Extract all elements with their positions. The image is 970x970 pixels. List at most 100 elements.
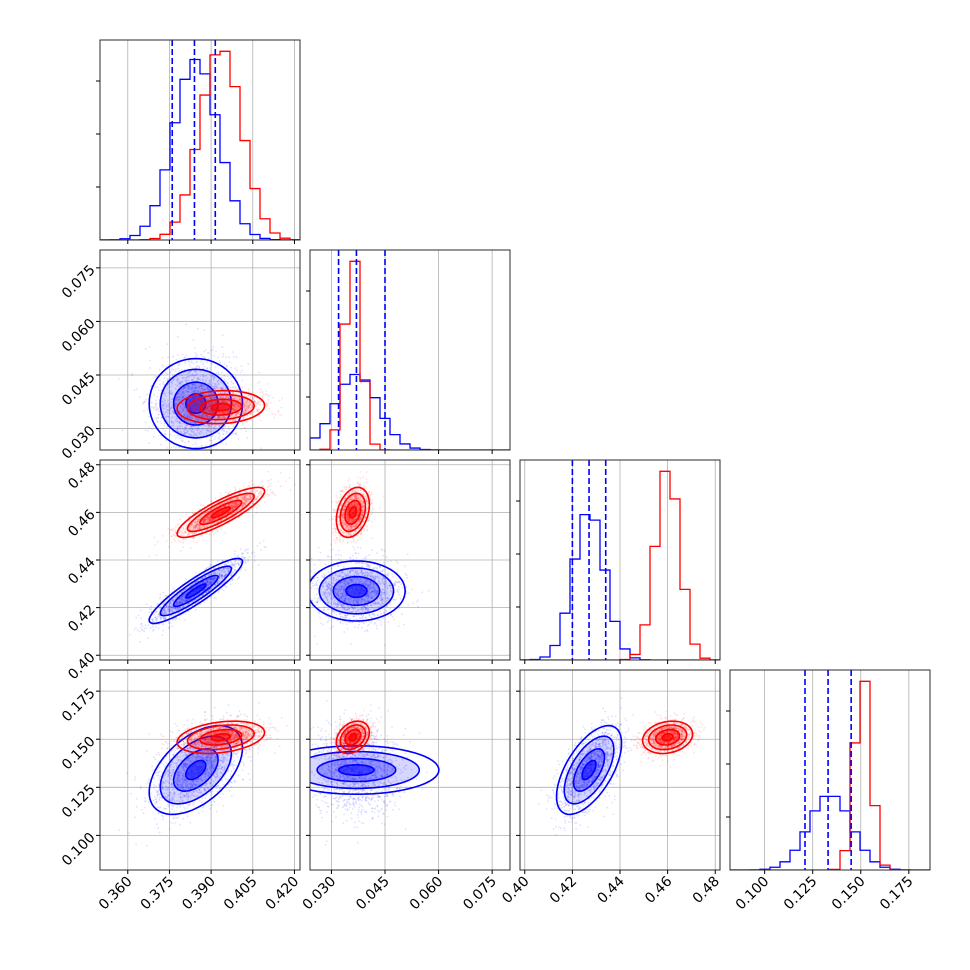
scatter-panel-3-1: 0.030 0.045 0.060 0.075	[300, 669, 511, 913]
y-tick-label: 0.100	[59, 830, 99, 870]
y-ticks	[516, 500, 520, 608]
x-ticks	[330, 450, 493, 454]
grid-lines	[100, 250, 300, 450]
plot-content	[310, 250, 510, 450]
contour-level-0	[335, 720, 371, 755]
contour-level-0	[176, 389, 266, 425]
scatter-panel-2-0: 0.40 0.42 0.44 0.46 0.48	[65, 459, 301, 683]
x-tick-label: 0.375	[138, 874, 178, 914]
x-tick-label: 0.44	[594, 873, 627, 906]
axes-frame	[309, 249, 511, 451]
x-tick-label: 0.360	[96, 874, 136, 914]
y-tick-label: 0.46	[65, 507, 98, 540]
contour-level-3	[210, 506, 231, 519]
contour-level-3	[210, 732, 231, 742]
scatter-panel-2-1	[306, 459, 511, 664]
grid-lines	[100, 670, 300, 870]
plot-content	[100, 40, 300, 240]
y-tick-label: 0.030	[59, 423, 99, 463]
x-tick-label: 0.42	[547, 874, 580, 907]
y-tick-label: 0.060	[59, 316, 99, 356]
y-ticks: 0.030 0.045 0.060 0.075	[59, 262, 100, 463]
y-ticks	[306, 690, 310, 836]
y-ticks	[516, 690, 520, 836]
contour-level-0	[335, 486, 371, 539]
plot-content	[310, 471, 430, 647]
x-tick-label: 0.030	[300, 874, 340, 914]
x-tick-label: 0.48	[690, 874, 723, 907]
plot-content	[730, 670, 930, 870]
axes-frame	[309, 669, 511, 871]
x-tick-label: 0.46	[642, 873, 675, 906]
contour-level-0	[148, 357, 244, 450]
contour-level-3	[345, 583, 368, 599]
contour-level-0	[148, 724, 244, 816]
x-ticks	[127, 240, 295, 244]
contour-level-0	[310, 744, 440, 796]
x-tick-label: 0.405	[221, 874, 261, 914]
histogram-panel-2	[516, 459, 721, 664]
contour-level-0	[176, 720, 266, 755]
x-ticks	[330, 660, 493, 664]
axes-frame	[99, 249, 301, 451]
y-ticks	[726, 710, 730, 818]
y-tick-label: 0.175	[59, 685, 99, 725]
histogram-panel-0	[96, 39, 301, 244]
y-ticks: 0.40 0.42 0.44 0.46 0.48	[65, 459, 100, 683]
contour-level-3	[184, 583, 207, 599]
y-tick-label: 0.48	[65, 459, 98, 492]
grid-lines	[764, 670, 910, 870]
scatter-panel-1-0: 0.030 0.045 0.060 0.075	[59, 249, 301, 463]
x-tick-label: 0.420	[263, 874, 303, 914]
plot-content	[520, 460, 720, 660]
histogram-series-0	[730, 795, 930, 870]
plot-content	[129, 470, 296, 643]
grid-lines	[310, 460, 510, 660]
y-ticks	[306, 464, 310, 656]
grid-lines	[127, 40, 295, 240]
contour-level-3	[581, 759, 597, 781]
contour-level-3	[348, 732, 358, 742]
y-tick-label: 0.075	[59, 262, 99, 302]
histogram-series-1	[730, 680, 930, 870]
y-tick-label: 0.40	[65, 650, 98, 683]
contour-level-3	[184, 759, 207, 781]
x-tick-label: 0.150	[829, 874, 869, 914]
contour-level-0	[310, 560, 407, 622]
scatter-panel-3-0: 0.360 0.375 0.390 0.405 0.420 0.100 0.125 0.150…	[59, 669, 303, 914]
x-tick-label: 0.390	[179, 874, 219, 914]
contour-level-3	[348, 506, 358, 519]
x-tick-label: 0.100	[733, 874, 773, 914]
plot-content	[118, 702, 288, 847]
grid-lines	[331, 250, 493, 450]
y-tick-label: 0.150	[59, 734, 99, 774]
grid-lines	[310, 670, 510, 870]
histogram-panel-1	[306, 249, 511, 454]
axes-frame	[99, 669, 301, 871]
histogram-series-1	[310, 260, 510, 450]
histogram-panel-3: 0.100 0.125 0.150 0.175	[726, 669, 931, 914]
x-tick-label: 0.175	[877, 874, 917, 914]
scatter-panel-3-2: 0.40 0.42 0.44 0.46 0.48	[499, 669, 723, 907]
plot-content	[310, 699, 440, 846]
plot-content	[538, 697, 706, 836]
x-ticks	[127, 660, 295, 664]
contour-level-0	[148, 557, 244, 625]
y-tick-label: 0.045	[59, 369, 99, 409]
grid-lines	[100, 460, 300, 660]
histogram-series-0	[100, 58, 300, 240]
contour-level-3	[210, 402, 231, 412]
x-tick-label: 0.40	[499, 874, 532, 907]
contour-level-3	[338, 764, 375, 776]
y-ticks: 0.100 0.125 0.150 0.175	[59, 685, 100, 869]
y-tick-label: 0.42	[65, 602, 98, 635]
y-tick-label: 0.125	[59, 782, 99, 822]
contour-level-0	[641, 720, 694, 755]
x-ticks: 0.030 0.045 0.060 0.075	[300, 870, 500, 913]
x-ticks: 0.40 0.42 0.44 0.46 0.48	[499, 870, 723, 907]
histogram-series-1	[520, 470, 720, 660]
x-tick-label: 0.075	[460, 874, 500, 914]
y-ticks	[306, 290, 310, 398]
contour-level-0	[555, 724, 623, 816]
